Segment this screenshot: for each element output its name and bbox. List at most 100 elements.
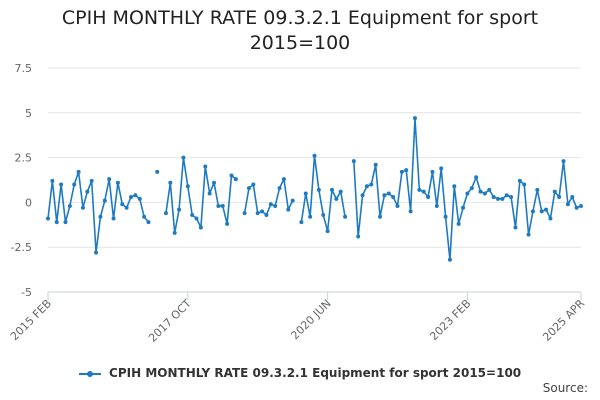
data-point <box>548 216 553 221</box>
data-point <box>565 202 570 207</box>
data-point <box>299 220 304 225</box>
data-point <box>273 203 278 208</box>
data-point <box>76 169 81 174</box>
data-point <box>124 205 129 210</box>
data-point <box>72 182 77 187</box>
data-point <box>264 212 269 217</box>
data-point <box>286 207 291 212</box>
data-point <box>277 186 282 191</box>
data-point <box>111 216 116 221</box>
data-point <box>434 203 439 208</box>
data-point <box>268 202 273 207</box>
data-point <box>115 180 120 185</box>
data-point <box>281 177 286 182</box>
data-point <box>181 155 186 160</box>
y-tick-label: -5 <box>21 286 32 299</box>
data-point <box>360 193 365 198</box>
legend[interactable]: CPIH MONTHLY RATE 09.3.2.1 Equipment for… <box>0 366 600 380</box>
data-point <box>391 195 396 200</box>
legend-series-icon <box>78 369 101 379</box>
data-point <box>351 159 356 164</box>
data-point <box>570 195 575 200</box>
data-point <box>509 195 514 200</box>
data-point <box>155 169 160 174</box>
data-point <box>395 203 400 208</box>
source-label: Source: <box>542 381 588 395</box>
data-point <box>321 212 326 217</box>
data-point <box>522 182 527 187</box>
data-point <box>146 220 151 225</box>
data-point <box>404 168 409 173</box>
data-point <box>229 173 234 178</box>
data-point <box>290 198 295 203</box>
y-tick-label: 7.5 <box>15 62 33 75</box>
x-tick-label: 2020 JUN <box>288 297 333 342</box>
data-point <box>316 187 321 192</box>
y-tick-label: 2.5 <box>15 152 33 165</box>
data-point <box>378 214 383 219</box>
data-point <box>89 178 94 183</box>
data-point <box>430 169 435 174</box>
data-point <box>517 178 522 183</box>
data-point <box>216 203 221 208</box>
data-point <box>185 184 190 189</box>
data-point <box>255 211 260 216</box>
data-point <box>382 193 387 198</box>
data-point <box>478 189 483 194</box>
data-point <box>495 196 500 201</box>
data-point <box>203 164 208 169</box>
data-point <box>343 214 348 219</box>
data-point <box>338 189 343 194</box>
data-point <box>456 221 461 226</box>
data-point <box>194 216 199 221</box>
data-point <box>369 182 374 187</box>
data-point <box>504 193 509 198</box>
data-point <box>386 191 391 196</box>
data-point <box>107 177 112 182</box>
x-tick-label: 2025 APR <box>540 297 587 344</box>
data-point <box>260 209 265 214</box>
legend-series-label: CPIH MONTHLY RATE 09.3.2.1 Equipment for… <box>109 366 522 380</box>
data-point <box>308 214 313 219</box>
data-point <box>246 186 251 191</box>
data-point <box>129 195 134 200</box>
data-point <box>552 189 557 194</box>
y-tick-label: -2.5 <box>11 241 32 254</box>
data-point <box>334 196 339 201</box>
data-point <box>137 196 142 201</box>
data-point <box>80 205 85 210</box>
y-tick-label: 0 <box>25 196 32 209</box>
data-point <box>491 195 496 200</box>
data-point <box>417 187 422 192</box>
data-point <box>198 225 203 230</box>
chart-title: CPIH MONTHLY RATE 09.3.2.1 Equipment for… <box>0 6 600 56</box>
data-point <box>452 184 457 189</box>
data-point <box>412 116 417 121</box>
data-point <box>439 166 444 171</box>
data-point <box>303 191 308 196</box>
data-point <box>67 203 72 208</box>
data-point <box>364 184 369 189</box>
data-point <box>329 187 334 192</box>
data-point <box>408 209 413 214</box>
data-point <box>242 211 247 216</box>
data-point <box>443 214 448 219</box>
data-point <box>482 191 487 196</box>
data-point <box>530 209 535 214</box>
data-point <box>465 191 470 196</box>
data-point <box>426 195 431 200</box>
data-point <box>461 205 466 210</box>
data-point <box>233 177 238 182</box>
data-point <box>561 159 566 164</box>
chart-title-line-2: 2015=100 <box>249 32 351 54</box>
y-tick-label: 5 <box>25 107 32 120</box>
data-point <box>207 191 212 196</box>
x-tick-label: 2023 FEB <box>427 297 473 343</box>
data-point <box>325 229 330 234</box>
data-point <box>557 195 562 200</box>
data-point <box>251 182 256 187</box>
data-point <box>120 202 125 207</box>
data-point <box>98 214 103 219</box>
data-point <box>225 221 230 226</box>
